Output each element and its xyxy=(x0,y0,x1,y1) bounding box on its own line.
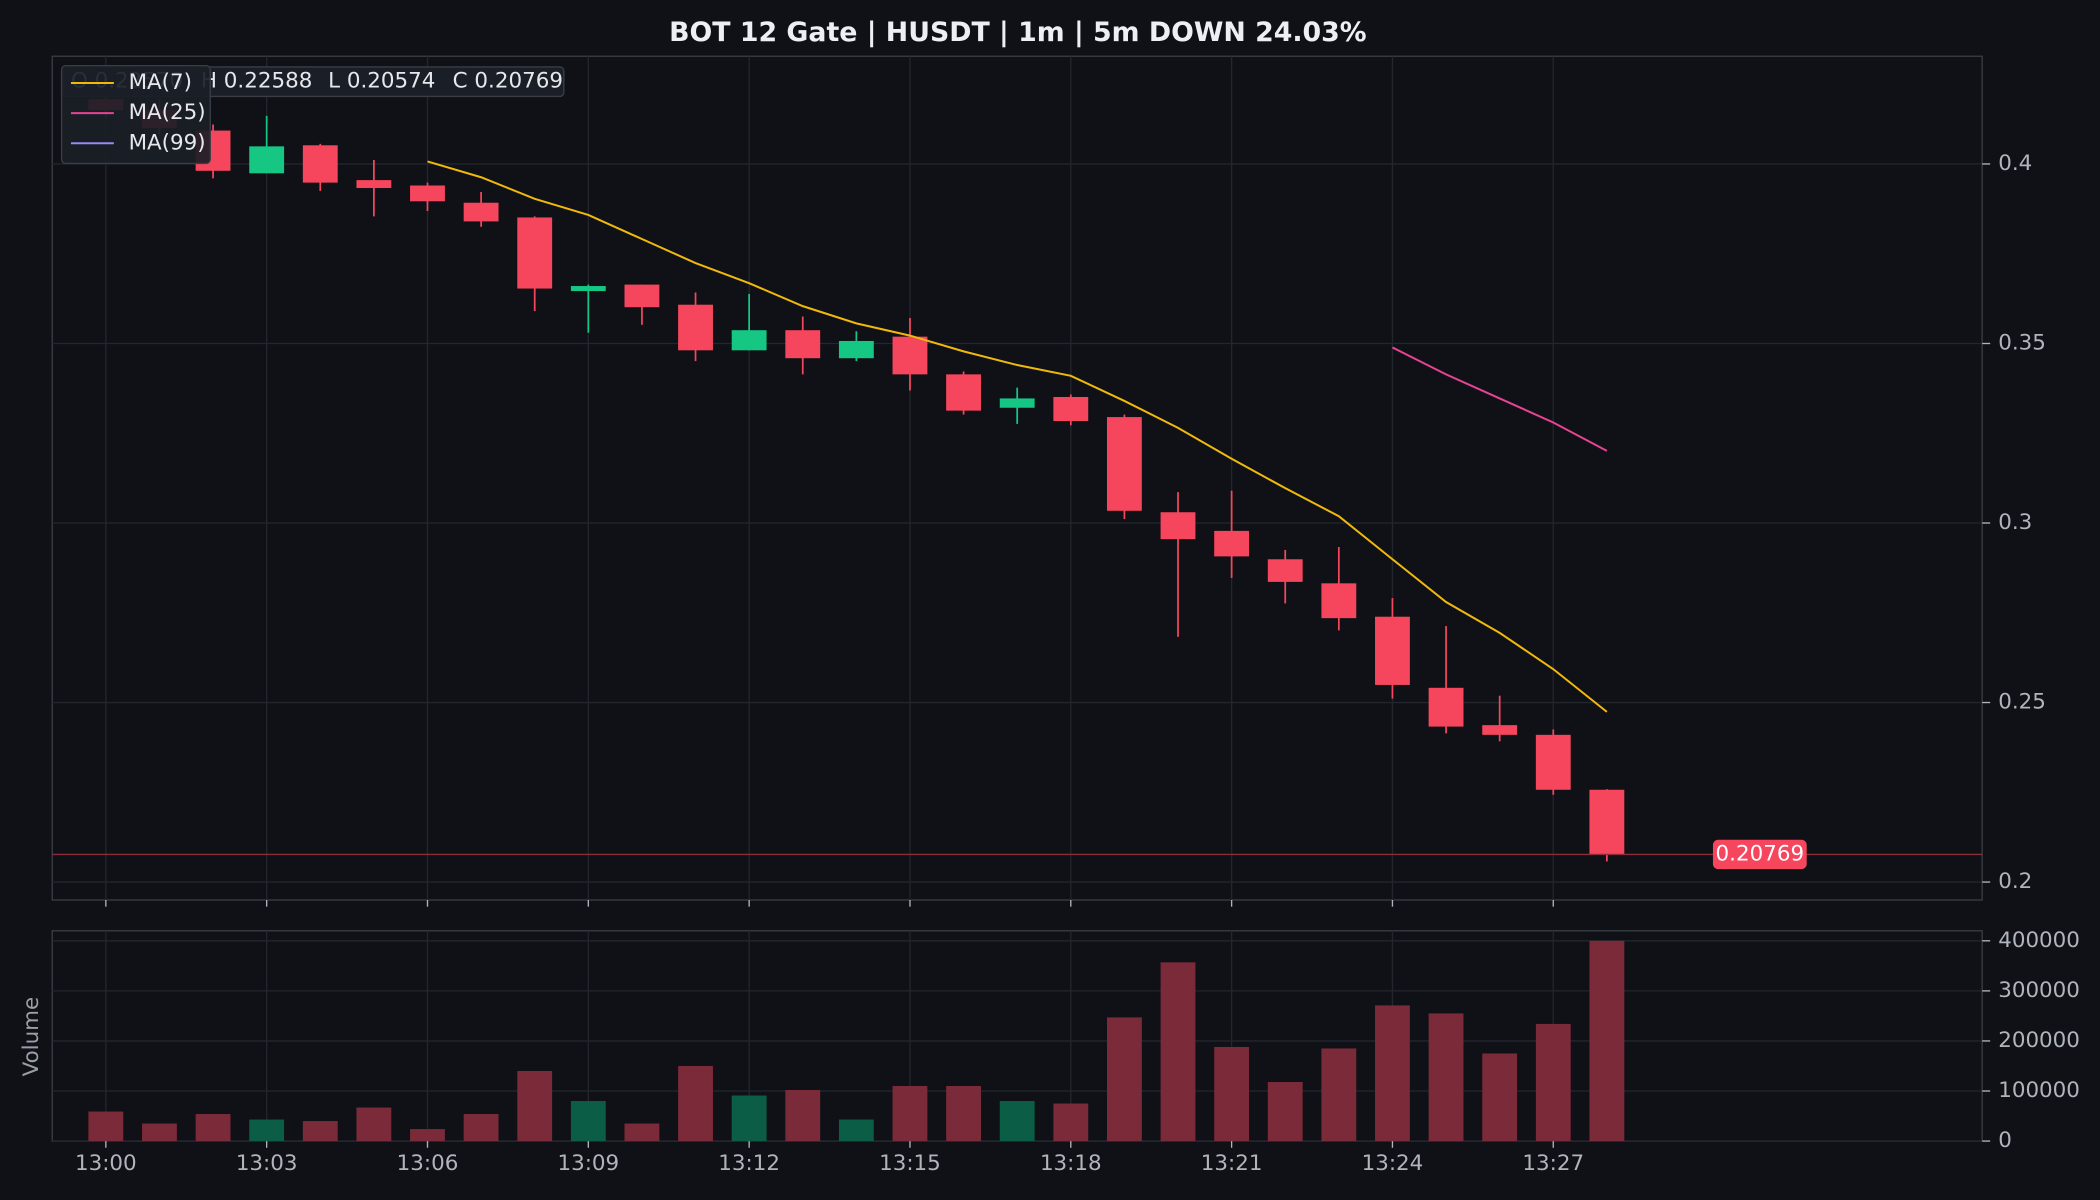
candle-body xyxy=(999,398,1035,408)
volume-bar xyxy=(838,1119,874,1142)
y-tick-label: 0 xyxy=(1998,1128,2012,1153)
y-tick-label: 0.2 xyxy=(1998,869,2032,894)
volume-bar xyxy=(624,1123,660,1142)
volume-bar xyxy=(999,1101,1035,1142)
volume-bar xyxy=(1053,1103,1089,1142)
candle-body xyxy=(463,202,499,222)
legend-label: MA(7) xyxy=(129,70,192,95)
y-tick-label: 400000 xyxy=(1998,928,2080,953)
volume-bar xyxy=(1589,940,1625,1142)
y-tick-label: 0.25 xyxy=(1998,690,2046,715)
candle-body xyxy=(1428,687,1464,727)
volume-bar xyxy=(1375,1005,1410,1142)
volume-bar xyxy=(892,1086,928,1142)
candle-body xyxy=(1375,616,1410,685)
volume-bar xyxy=(1428,1013,1464,1142)
volume-bar xyxy=(517,1070,553,1142)
y-tick-label: 200000 xyxy=(1998,1028,2080,1053)
x-tick-label: 13:12 xyxy=(718,1151,780,1176)
volume-bar xyxy=(195,1114,231,1142)
volume-bar xyxy=(678,1065,713,1142)
chart-title: BOT 12 Gate | HUSDT | 1m | 5m DOWN 24.03… xyxy=(669,17,1366,48)
candle-body xyxy=(1214,530,1250,557)
volume-bar xyxy=(1160,962,1196,1142)
candle-body xyxy=(1321,583,1357,619)
volume-bar xyxy=(1535,1023,1571,1142)
volume-bar xyxy=(302,1121,338,1142)
x-tick-label: 13:24 xyxy=(1362,1151,1424,1176)
volume-bar xyxy=(410,1129,445,1142)
volume-bar xyxy=(1267,1081,1303,1142)
x-tick-label: 13:09 xyxy=(557,1151,619,1176)
volume-bar xyxy=(88,1111,124,1142)
y-tick-label: 0.35 xyxy=(1998,330,2046,355)
volume-bar xyxy=(946,1086,982,1142)
candle-body xyxy=(1106,417,1142,511)
x-tick-label: 13:27 xyxy=(1522,1151,1584,1176)
ohlc-label: L 0.20574 xyxy=(328,69,435,94)
x-tick-label: 13:21 xyxy=(1201,1151,1263,1176)
candle-body xyxy=(838,340,874,359)
legend-box xyxy=(60,64,211,165)
volume-bar xyxy=(1321,1048,1357,1142)
ma-line xyxy=(427,160,1608,713)
candle-body xyxy=(570,286,606,292)
last-price-label: 0.20769 xyxy=(1716,841,1805,866)
price-panel xyxy=(51,55,1983,901)
x-tick-label: 13:00 xyxy=(75,1151,137,1176)
y-tick-label: 0.3 xyxy=(1998,510,2032,535)
candle-body xyxy=(1160,512,1196,540)
candle-body xyxy=(946,374,982,411)
ohlc-label: C 0.20769 xyxy=(453,69,563,94)
candle-body xyxy=(1482,725,1518,735)
candle-body xyxy=(1267,559,1303,582)
volume-bar xyxy=(1482,1053,1518,1142)
candle-body xyxy=(410,185,445,202)
volume-bar xyxy=(1106,1017,1142,1142)
volume-bar xyxy=(142,1123,177,1142)
volume-bar xyxy=(731,1095,767,1142)
x-tick-label: 13:03 xyxy=(236,1151,298,1176)
candle-body xyxy=(356,180,392,189)
legend-label: MA(25) xyxy=(129,100,206,125)
volume-axis-label: Volume xyxy=(19,997,44,1077)
volume-bar xyxy=(463,1114,499,1142)
y-tick-label: 100000 xyxy=(1998,1078,2080,1103)
legend-label: MA(99) xyxy=(129,130,206,155)
candle-body xyxy=(624,284,660,308)
candle-body xyxy=(1589,789,1625,855)
candle-body xyxy=(678,304,713,351)
y-tick-label: 300000 xyxy=(1998,978,2080,1003)
candle-body xyxy=(892,336,928,375)
volume-bar xyxy=(785,1090,821,1142)
volume-bar xyxy=(570,1101,606,1142)
ohlc-label: H 0.22588 xyxy=(201,69,312,94)
volume-bar xyxy=(1214,1046,1250,1142)
last-price-badge xyxy=(1712,839,1807,870)
candle-body xyxy=(1535,734,1571,790)
candle-body xyxy=(517,217,553,289)
x-tick-label: 13:18 xyxy=(1040,1151,1102,1176)
volume-bar xyxy=(249,1119,285,1142)
candle-body xyxy=(731,330,767,351)
candle-body xyxy=(1053,396,1089,422)
candle-body xyxy=(302,145,338,183)
x-tick-label: 13:15 xyxy=(879,1151,941,1176)
ma-line xyxy=(1391,346,1608,452)
candle-body xyxy=(785,330,821,359)
volume-bar xyxy=(356,1107,392,1142)
y-tick-label: 0.4 xyxy=(1998,151,2032,176)
candle-body xyxy=(249,146,285,174)
x-tick-label: 13:06 xyxy=(397,1151,459,1176)
